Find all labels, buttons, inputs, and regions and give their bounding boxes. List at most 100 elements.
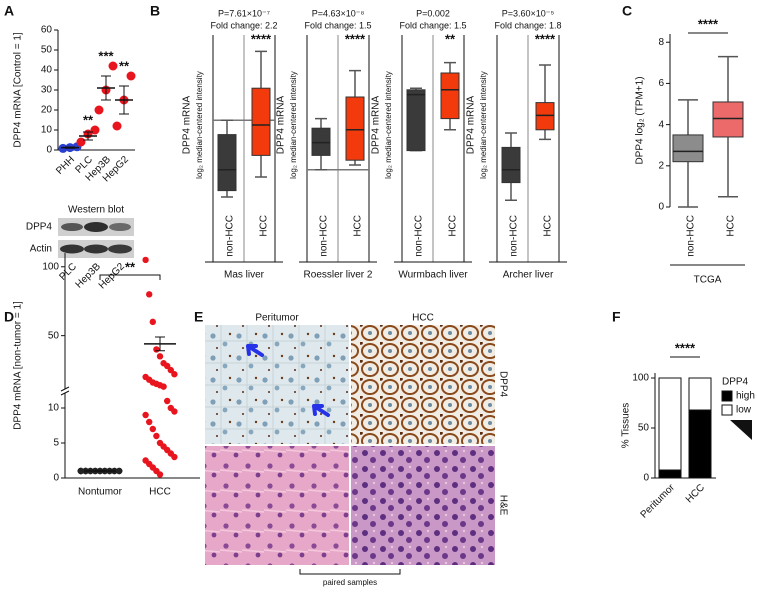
y-axis-label: DPP4 mRNA [non-tumor = 1]: [13, 301, 24, 430]
data-point: [164, 362, 171, 370]
error-bar: [101, 75, 111, 101]
legend-label: high: [736, 391, 755, 402]
y-tick-label: 6: [658, 78, 664, 89]
y-axis-label: DPP4 mRNA: [466, 96, 477, 155]
fold-change: Fold change: 1.8: [494, 20, 561, 30]
data-point: [77, 467, 85, 475]
box: [406, 89, 426, 152]
x-tick-label: non-HCC: [414, 215, 425, 257]
significance: ****: [251, 31, 272, 46]
box: [251, 87, 271, 156]
data-point: [171, 371, 178, 378]
legend-label: low: [736, 405, 752, 416]
panel-label: C: [622, 3, 632, 19]
y-axis-label: DPP4 mRNA: [276, 96, 287, 155]
y-axis-label: DPP4 log₂ (TPM+1): [635, 76, 646, 164]
error-bar: [83, 131, 93, 141]
x-tick-label: HCC: [353, 215, 364, 237]
x-tick-label: Nontumor: [78, 487, 123, 498]
bar-segment: [658, 469, 682, 479]
y-tick-label: 8: [658, 37, 664, 48]
y-tick-label: 10: [48, 403, 60, 414]
p-value: P=3.60×10⁻⁵: [502, 8, 555, 18]
significance: **: [83, 112, 94, 127]
blot-row-label: DPP4: [26, 222, 53, 233]
significance: **: [125, 259, 136, 274]
blot-row-label: Actin: [30, 244, 52, 255]
blot-title: Western blot: [68, 205, 124, 216]
y-tick-label: 0: [658, 202, 664, 213]
x-tick-label: HCC: [726, 215, 737, 237]
x-axis-label: Mas liver: [224, 270, 265, 281]
legend-swatch: [721, 390, 733, 402]
x-tick-label: HCC: [448, 215, 459, 237]
y-tick-label: 5: [53, 438, 59, 449]
histology-column-label: HCC: [412, 313, 434, 324]
data-point: [156, 471, 164, 478]
panel-label: E: [194, 309, 203, 325]
box: [672, 134, 704, 163]
y-axis-label: log₂ median-centered intensity: [479, 71, 488, 179]
panel-label: D: [4, 309, 14, 325]
y-tick-label: 60: [41, 25, 53, 36]
x-tick-label: HCC: [259, 215, 270, 237]
box: [217, 134, 237, 192]
x-axis-label: Roessler liver 2: [304, 270, 373, 281]
box: [345, 96, 365, 161]
data-point: [126, 71, 136, 81]
error-bar: [95, 470, 105, 472]
x-axis-label: TCGA: [694, 275, 722, 286]
data-point: [171, 408, 178, 415]
data-point: [171, 453, 178, 461]
significance: ****: [535, 31, 556, 46]
error-bar: [65, 146, 75, 149]
data-point: [142, 256, 149, 264]
x-tick-label: Peritumor: [639, 482, 678, 521]
histology-caption: paired samples: [323, 578, 377, 587]
histology-row-label: DPP4: [497, 371, 508, 398]
panel-label: F: [612, 309, 621, 325]
y-axis-label: log₂ median-centered intensity: [384, 71, 393, 179]
box: [712, 101, 744, 138]
y-tick-label: 0: [643, 473, 649, 484]
data-point: [58, 143, 68, 153]
data-point: [108, 61, 118, 71]
data-point: [149, 425, 156, 433]
bar-segment: [688, 377, 712, 411]
blot-image: [58, 218, 134, 258]
y-axis-label: log₂ median-centered intensity: [289, 71, 298, 179]
p-value: P=7.61×10⁻⁷: [218, 8, 270, 18]
box: [440, 72, 460, 120]
y-axis-label: DPP4 mRNA [Control = 1]: [13, 32, 24, 148]
significance: ****: [698, 16, 719, 31]
blot-lane-label: HepG2: [97, 261, 127, 291]
y-tick-label: 2: [658, 160, 664, 171]
panel-label: B: [150, 3, 160, 19]
y-tick-label: 4: [658, 119, 664, 130]
data-point: [149, 318, 156, 326]
data-point: [153, 432, 160, 440]
legend-title: DPP4: [722, 377, 749, 388]
y-tick-label: 0: [46, 145, 52, 156]
box: [535, 102, 555, 131]
x-tick-label: HCC: [684, 482, 707, 505]
x-tick-label: HCC: [543, 215, 554, 237]
y-tick-label: 100: [42, 261, 59, 272]
significance: **: [119, 58, 130, 73]
data-point: [153, 346, 160, 353]
x-tick-label: HCC: [149, 487, 171, 498]
x-axis-label: Wurmbach liver: [398, 270, 468, 281]
significance: **: [445, 31, 456, 46]
fold-change: Fold change: 1.5: [304, 20, 371, 30]
error-bar: [155, 336, 165, 352]
axis-break: [60, 386, 70, 392]
data-point: [156, 353, 164, 360]
y-tick-label: 100: [632, 373, 649, 384]
x-axis-label: Archer liver: [503, 270, 554, 281]
bar-segment: [688, 409, 712, 479]
box: [311, 127, 331, 156]
histology-row-label: H&E: [497, 495, 508, 516]
panel-label: A: [4, 3, 14, 19]
data-point: [116, 467, 123, 475]
x-tick-label: non-HCC: [225, 215, 236, 257]
